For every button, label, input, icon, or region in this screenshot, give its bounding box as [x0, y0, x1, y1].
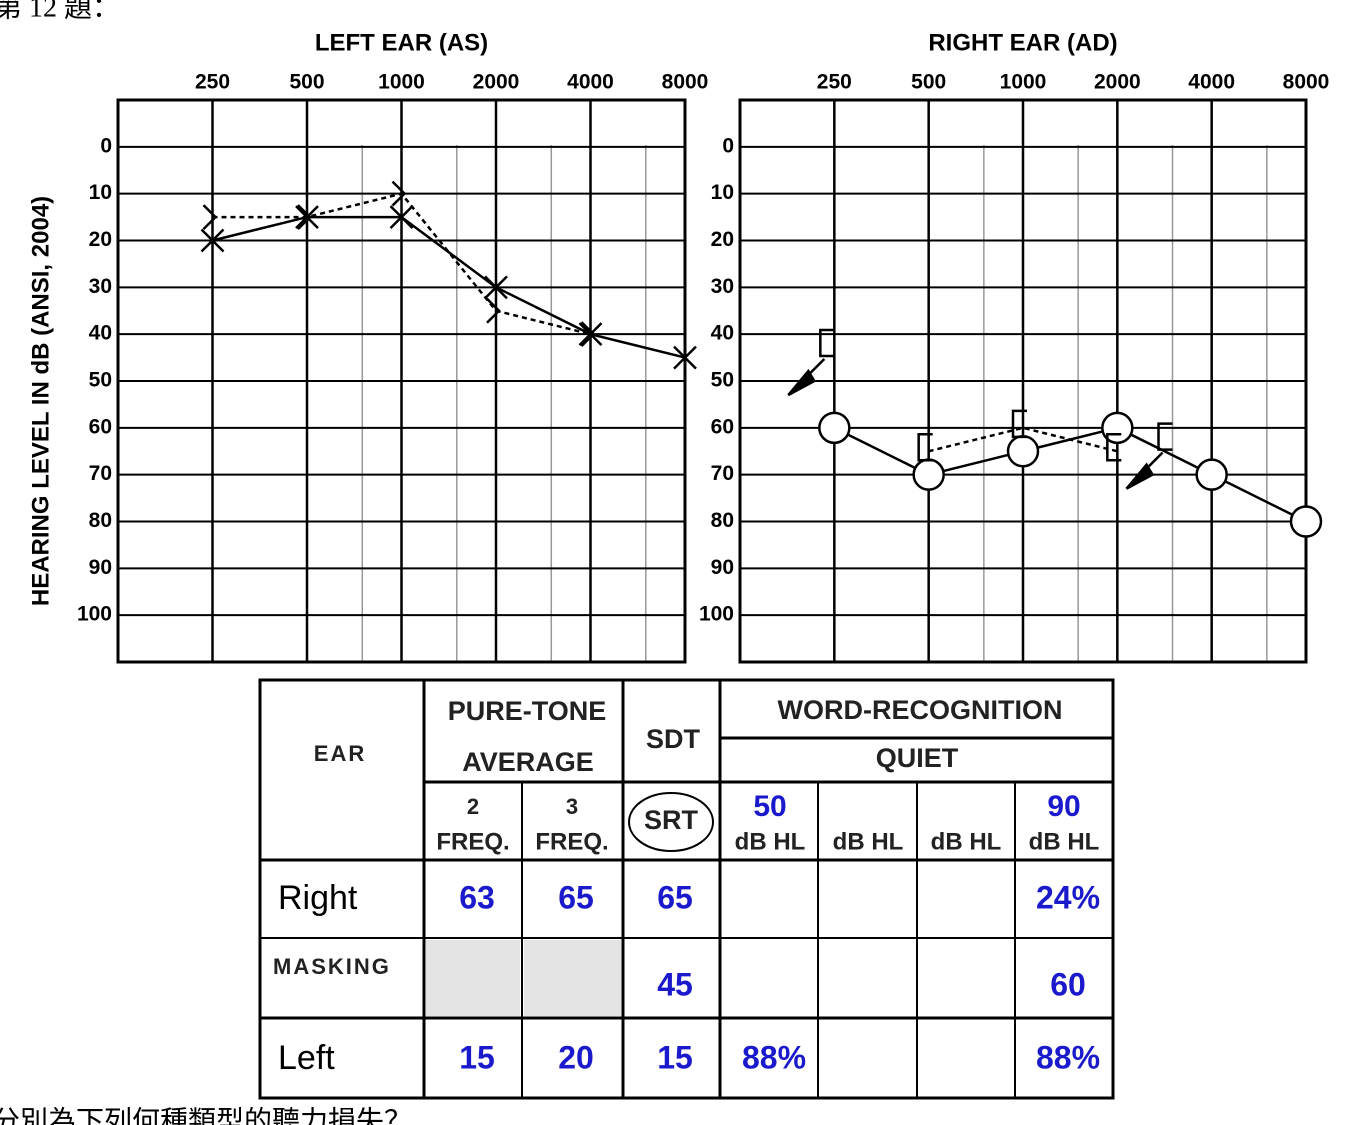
- y-tick-label: 10: [89, 181, 112, 204]
- y-tick-label: 70: [89, 462, 112, 485]
- y-tick-label: 70: [711, 462, 734, 485]
- cell-value: 15: [459, 1039, 495, 1075]
- y-tick-label: 30: [89, 275, 112, 298]
- y-tick-label: 40: [89, 322, 112, 345]
- cell-value: 63: [459, 879, 495, 915]
- subheader: 90: [1047, 790, 1080, 823]
- cell-value: 24%: [1036, 879, 1100, 915]
- cell-value: 65: [657, 879, 693, 915]
- header-word-recognition: WORD-RECOGNITION: [778, 695, 1063, 725]
- y-tick-label: 10: [711, 181, 734, 204]
- subheader: 50: [753, 790, 786, 823]
- header-pta: AVERAGE: [462, 747, 594, 777]
- chart-title: RIGHT EAR (AD): [928, 29, 1117, 56]
- subheader: dB HL: [1029, 828, 1100, 855]
- table-lines: [258, 678, 1115, 1100]
- x-tick-label: 1000: [378, 71, 425, 94]
- x-tick-label: 1000: [1000, 71, 1047, 94]
- data-point: [391, 180, 407, 207]
- data-point: [673, 345, 697, 370]
- cell-value: 88%: [742, 1039, 806, 1075]
- series-line: [212, 192, 591, 336]
- subheader: dB HL: [833, 828, 904, 855]
- x-tick-label: 250: [817, 71, 852, 94]
- y-tick-label: 60: [711, 415, 734, 438]
- x-tick-label: 8000: [662, 71, 709, 94]
- y-tick-label: 80: [711, 509, 734, 532]
- data-point: [1125, 422, 1173, 490]
- y-tick-label: 50: [711, 369, 734, 392]
- x-tick-label: 4000: [567, 71, 614, 94]
- x-tick-label: 500: [289, 71, 324, 94]
- y-tick-label: 40: [711, 322, 734, 345]
- data-point: [818, 411, 851, 445]
- y-tick-label: 100: [699, 603, 734, 626]
- data-point: [1289, 505, 1323, 538]
- subheader: FREQ.: [535, 828, 608, 855]
- row-label: Left: [278, 1039, 335, 1077]
- data-point: [1006, 435, 1040, 468]
- y-tick-label: 20: [711, 228, 734, 251]
- y-tick-label: 30: [711, 275, 734, 298]
- x-tick-label: 2000: [1094, 71, 1141, 94]
- series-line: [212, 215, 686, 359]
- y-tick-label: 90: [711, 556, 734, 579]
- question: 第 12 題：: [0, 0, 120, 23]
- y-tick-label: 0: [722, 134, 734, 157]
- cell-value: 88%: [1036, 1039, 1100, 1075]
- subheader: dB HL: [735, 828, 806, 855]
- data-point: [200, 228, 225, 253]
- subheader: dB HL: [931, 828, 1002, 855]
- data-point: [297, 204, 312, 230]
- data-point: [578, 322, 603, 347]
- cell-value: 60: [1050, 966, 1086, 1002]
- data-point: [580, 321, 596, 348]
- x-tick-label: 2000: [473, 71, 520, 94]
- data-point: [787, 328, 835, 397]
- x-tick-label: 4000: [1188, 71, 1235, 94]
- cell-value: 15: [657, 1039, 693, 1075]
- subheader: 3: [566, 794, 578, 819]
- y-tick-label: 90: [89, 556, 112, 579]
- cell-value: 45: [657, 966, 693, 1002]
- subheader: SRT: [644, 805, 699, 835]
- data-point: [484, 275, 508, 300]
- row-label: Right: [278, 879, 358, 917]
- prompt: 分別為下列何種類型的聽力損失？: [0, 1105, 412, 1125]
- data-point: [1195, 458, 1228, 491]
- cell-value: 20: [558, 1039, 594, 1075]
- y-axis-label: HEARING LEVEL IN dB (ANSI, 2004): [27, 196, 54, 606]
- y-tick-label: 50: [89, 369, 112, 392]
- y-tick-label: 0: [100, 134, 112, 157]
- y-tick-label: 100: [77, 603, 112, 626]
- chart-title: LEFT EAR (AS): [315, 29, 488, 56]
- data-point: [1011, 409, 1027, 439]
- data-point: [912, 458, 945, 491]
- data-point: [1106, 433, 1122, 462]
- y-tick-label: 80: [89, 509, 112, 532]
- x-tick-label: 8000: [1283, 71, 1330, 94]
- subheader: 2: [467, 794, 479, 819]
- plot-frame: [738, 98, 1308, 664]
- y-tick-label: 60: [89, 415, 112, 438]
- header-sdt: SDT: [646, 724, 701, 754]
- header-quiet: QUIET: [876, 743, 959, 773]
- header-ear: EAR: [314, 741, 366, 766]
- plot-frame: [116, 98, 687, 664]
- header-pta: PURE-TONE: [448, 696, 607, 726]
- x-tick-label: 250: [195, 71, 230, 94]
- data-point: [202, 204, 218, 230]
- data-point: [486, 297, 501, 324]
- data-point: [917, 433, 933, 462]
- subheader: FREQ.: [436, 828, 509, 855]
- data-point: [389, 205, 414, 229]
- cell-value: 65: [558, 879, 594, 915]
- y-tick-label: 20: [89, 228, 112, 251]
- x-tick-label: 500: [911, 71, 946, 94]
- row-label: MASKING: [273, 954, 391, 979]
